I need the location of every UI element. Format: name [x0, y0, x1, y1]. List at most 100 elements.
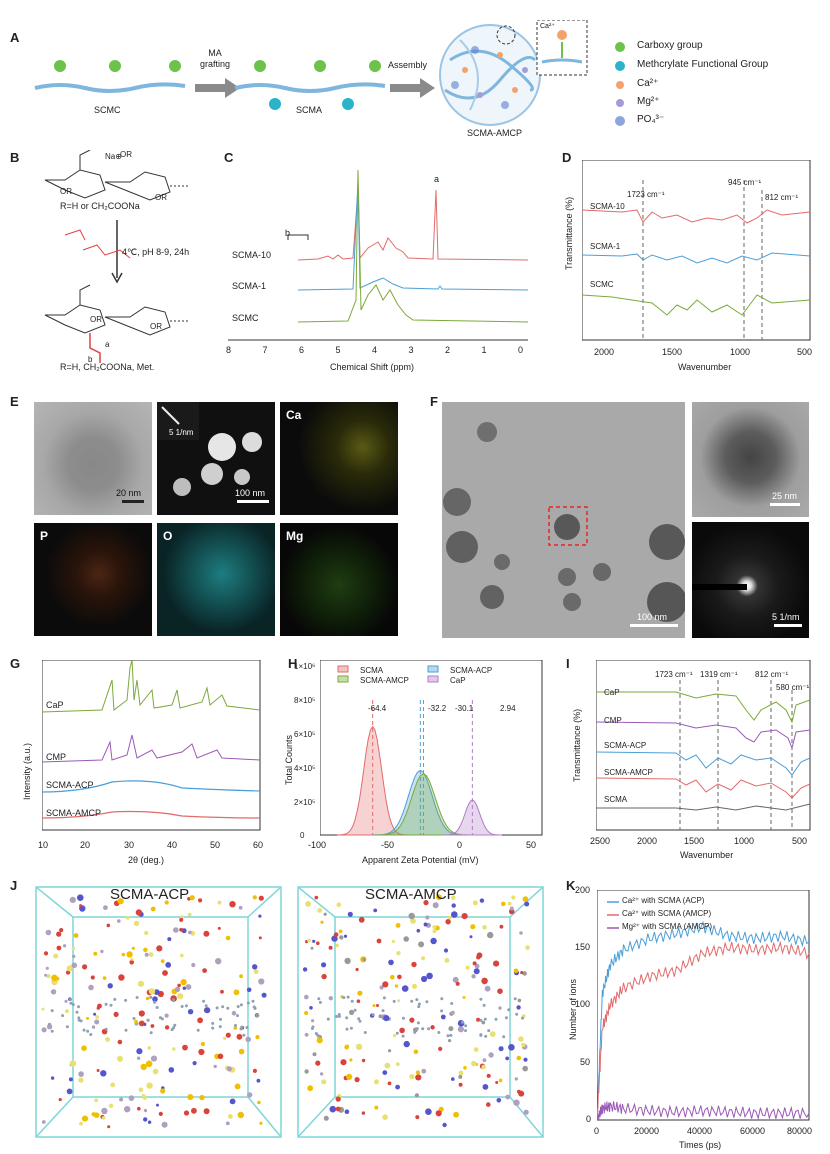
atom-icon [488, 1052, 494, 1058]
panel-letter-c: C [224, 150, 234, 165]
atom-icon [418, 941, 425, 948]
panel-letter-k: K [566, 878, 576, 893]
nmr-xtick: 6 [299, 345, 305, 355]
atom-icon [357, 990, 363, 996]
atom-icon [447, 915, 452, 920]
atom-icon [403, 936, 410, 942]
atom-icon [141, 1094, 145, 1098]
atom-icon [64, 999, 68, 1003]
atom-icon [486, 1102, 491, 1107]
atom-icon [382, 1070, 388, 1075]
scma-acp-xrd [42, 780, 261, 793]
atom-icon [394, 984, 398, 988]
ftir-y-label: Transmittance (%) [564, 196, 574, 270]
atom-icon [522, 1065, 528, 1072]
marker-812-label: 812 cm⁻¹ [765, 193, 799, 202]
atom-icon [50, 989, 57, 995]
polymer-atom-icon [482, 1003, 486, 1007]
atom-icon [505, 1094, 511, 1100]
methacrylate-group-icon [269, 98, 281, 110]
nanoparticle-clusters [443, 422, 685, 622]
atom-icon [77, 894, 84, 901]
panel-letter-h: H [288, 656, 298, 671]
plot-frame [42, 660, 261, 831]
nmr-xtick: 4 [372, 345, 378, 355]
arrow1-label-line1: MA [208, 48, 222, 58]
atom-icon [177, 983, 181, 988]
atom-icon [312, 1052, 317, 1057]
atom-icon [361, 1058, 366, 1063]
atom-icon [499, 924, 504, 929]
cmp-ftir [596, 721, 811, 750]
polymer-atom-icon [240, 1025, 244, 1029]
atom-icon [517, 1089, 521, 1094]
panel-letter-g: G [10, 656, 21, 671]
polymer-atom-icon [219, 1017, 222, 1021]
ca-ion-icon [512, 87, 518, 93]
atom-icon [45, 929, 52, 936]
atom-icon [117, 919, 121, 923]
atom-icon [200, 1041, 205, 1047]
atom-icon [66, 1088, 73, 1095]
polymer-atom-icon [221, 1005, 225, 1009]
atom-icon [335, 943, 340, 948]
atom-icon [231, 1010, 237, 1016]
panel-letter-b: B [10, 150, 20, 165]
polymer-atom-icon [507, 1008, 511, 1012]
atom-icon [346, 1073, 353, 1080]
atom-icon [382, 981, 389, 988]
atom-icon [317, 908, 323, 913]
or-label: OR [150, 322, 162, 331]
atom-icon [164, 1025, 170, 1030]
ftir-i-xtick: 2000 [637, 836, 658, 846]
polymer-atom-icon [180, 1005, 184, 1008]
atom-icon [339, 935, 344, 940]
polymer-atom-icon [417, 1005, 421, 1009]
polymer-atom-icon [246, 1001, 250, 1005]
atom-icon [94, 1098, 99, 1103]
methacrylic-anhydride-icon [64, 229, 86, 241]
atom-icon [145, 1060, 153, 1068]
atom-icon [347, 911, 353, 917]
ions-x-label: Times (ps) [679, 1140, 722, 1150]
ions-xtick: 0 [594, 1126, 600, 1136]
polymer-atom-icon [335, 1015, 338, 1018]
atom-icon [102, 976, 107, 980]
mg-map-label: Mg [286, 529, 304, 543]
zeta-ytick: 8×10⁵ [294, 696, 316, 705]
atom-icon [237, 1111, 244, 1119]
atom-icon [411, 961, 417, 968]
polymer-atom-icon [236, 1005, 240, 1008]
atom-icon [187, 912, 192, 917]
atom-icon [180, 979, 187, 986]
atom-icon [349, 1009, 355, 1015]
atom-icon [81, 1115, 89, 1122]
panel-g-xrd [42, 660, 261, 831]
atom-icon [198, 1048, 205, 1056]
polymer-atom-icon [446, 1034, 450, 1038]
sim-box-right [297, 886, 544, 1138]
atom-icon [220, 989, 224, 994]
polymer-atom-icon [337, 1014, 341, 1018]
polymer-atom-icon [124, 998, 128, 1002]
atom-icon [168, 1067, 175, 1073]
atom-icon [476, 1017, 481, 1022]
polymer-atom-icon [317, 997, 321, 1001]
atom-icon [134, 1019, 138, 1024]
plot-frame [597, 890, 810, 1121]
atom-icon [410, 918, 416, 924]
scma-acp-ftir [596, 751, 811, 776]
atom-icon [150, 906, 156, 912]
xrd-xtick: 40 [167, 840, 178, 850]
atom-icon [66, 965, 73, 972]
atom-icon [481, 977, 488, 985]
atom-icon [137, 980, 145, 987]
scma-amcp-network [439, 24, 541, 126]
atom-icon [152, 1068, 159, 1075]
atom-icon [252, 1068, 257, 1073]
scale-bar [630, 624, 678, 627]
atom-icon [409, 1074, 415, 1080]
polymer-atom-icon [69, 1001, 73, 1005]
ca-legend-icon [616, 81, 624, 89]
atom-icon [183, 1110, 190, 1116]
